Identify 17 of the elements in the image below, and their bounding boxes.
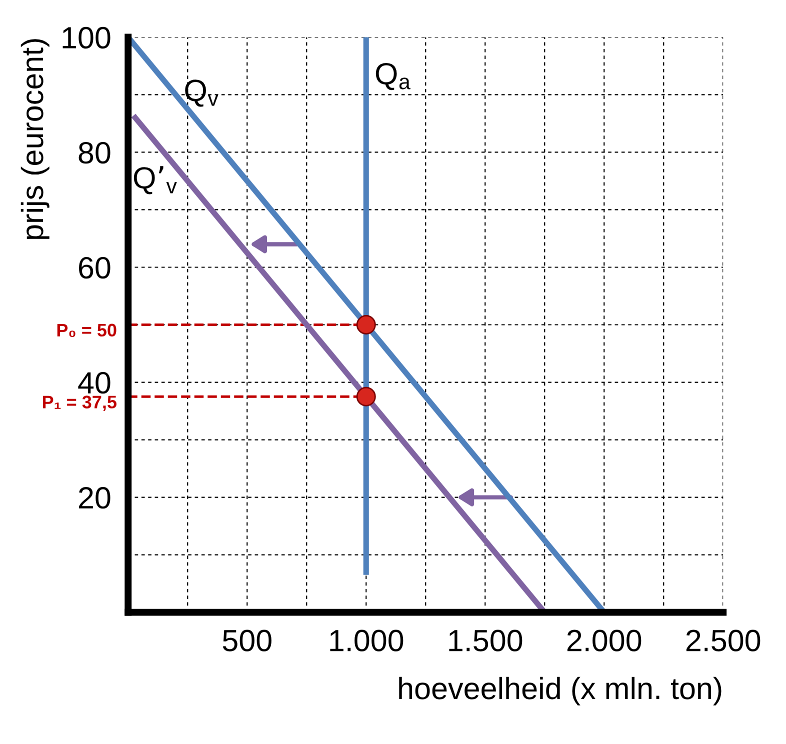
y-axis-title: prijs (eurocent)	[20, 39, 50, 239]
y-tick-label: 100	[62, 26, 110, 49]
x-tick-label: 1.500	[449, 630, 522, 652]
ref-line-label: P₁ = 37,5	[42, 396, 117, 412]
y-tick-label: 60	[79, 256, 110, 279]
series-label: Q$_{v}$	[185, 80, 218, 107]
x-tick-label: 2.500	[686, 630, 760, 652]
y-tick-label: 20	[79, 487, 110, 509]
ref-line-label: P₀ = 50	[57, 324, 116, 338]
series-label: Q’$_{v}$	[134, 166, 177, 194]
y-tick-label: 80	[78, 142, 110, 164]
x-tick-label: 500	[222, 630, 272, 652]
series-label: Q$_{a}$	[376, 62, 410, 90]
y-tick-label: 40	[78, 372, 110, 394]
x-tick-label: 2.000	[567, 630, 642, 652]
x-axis-title: hoeveelheid (x mln. ton)	[399, 676, 722, 706]
x-tick-label: 1.000	[330, 630, 404, 652]
